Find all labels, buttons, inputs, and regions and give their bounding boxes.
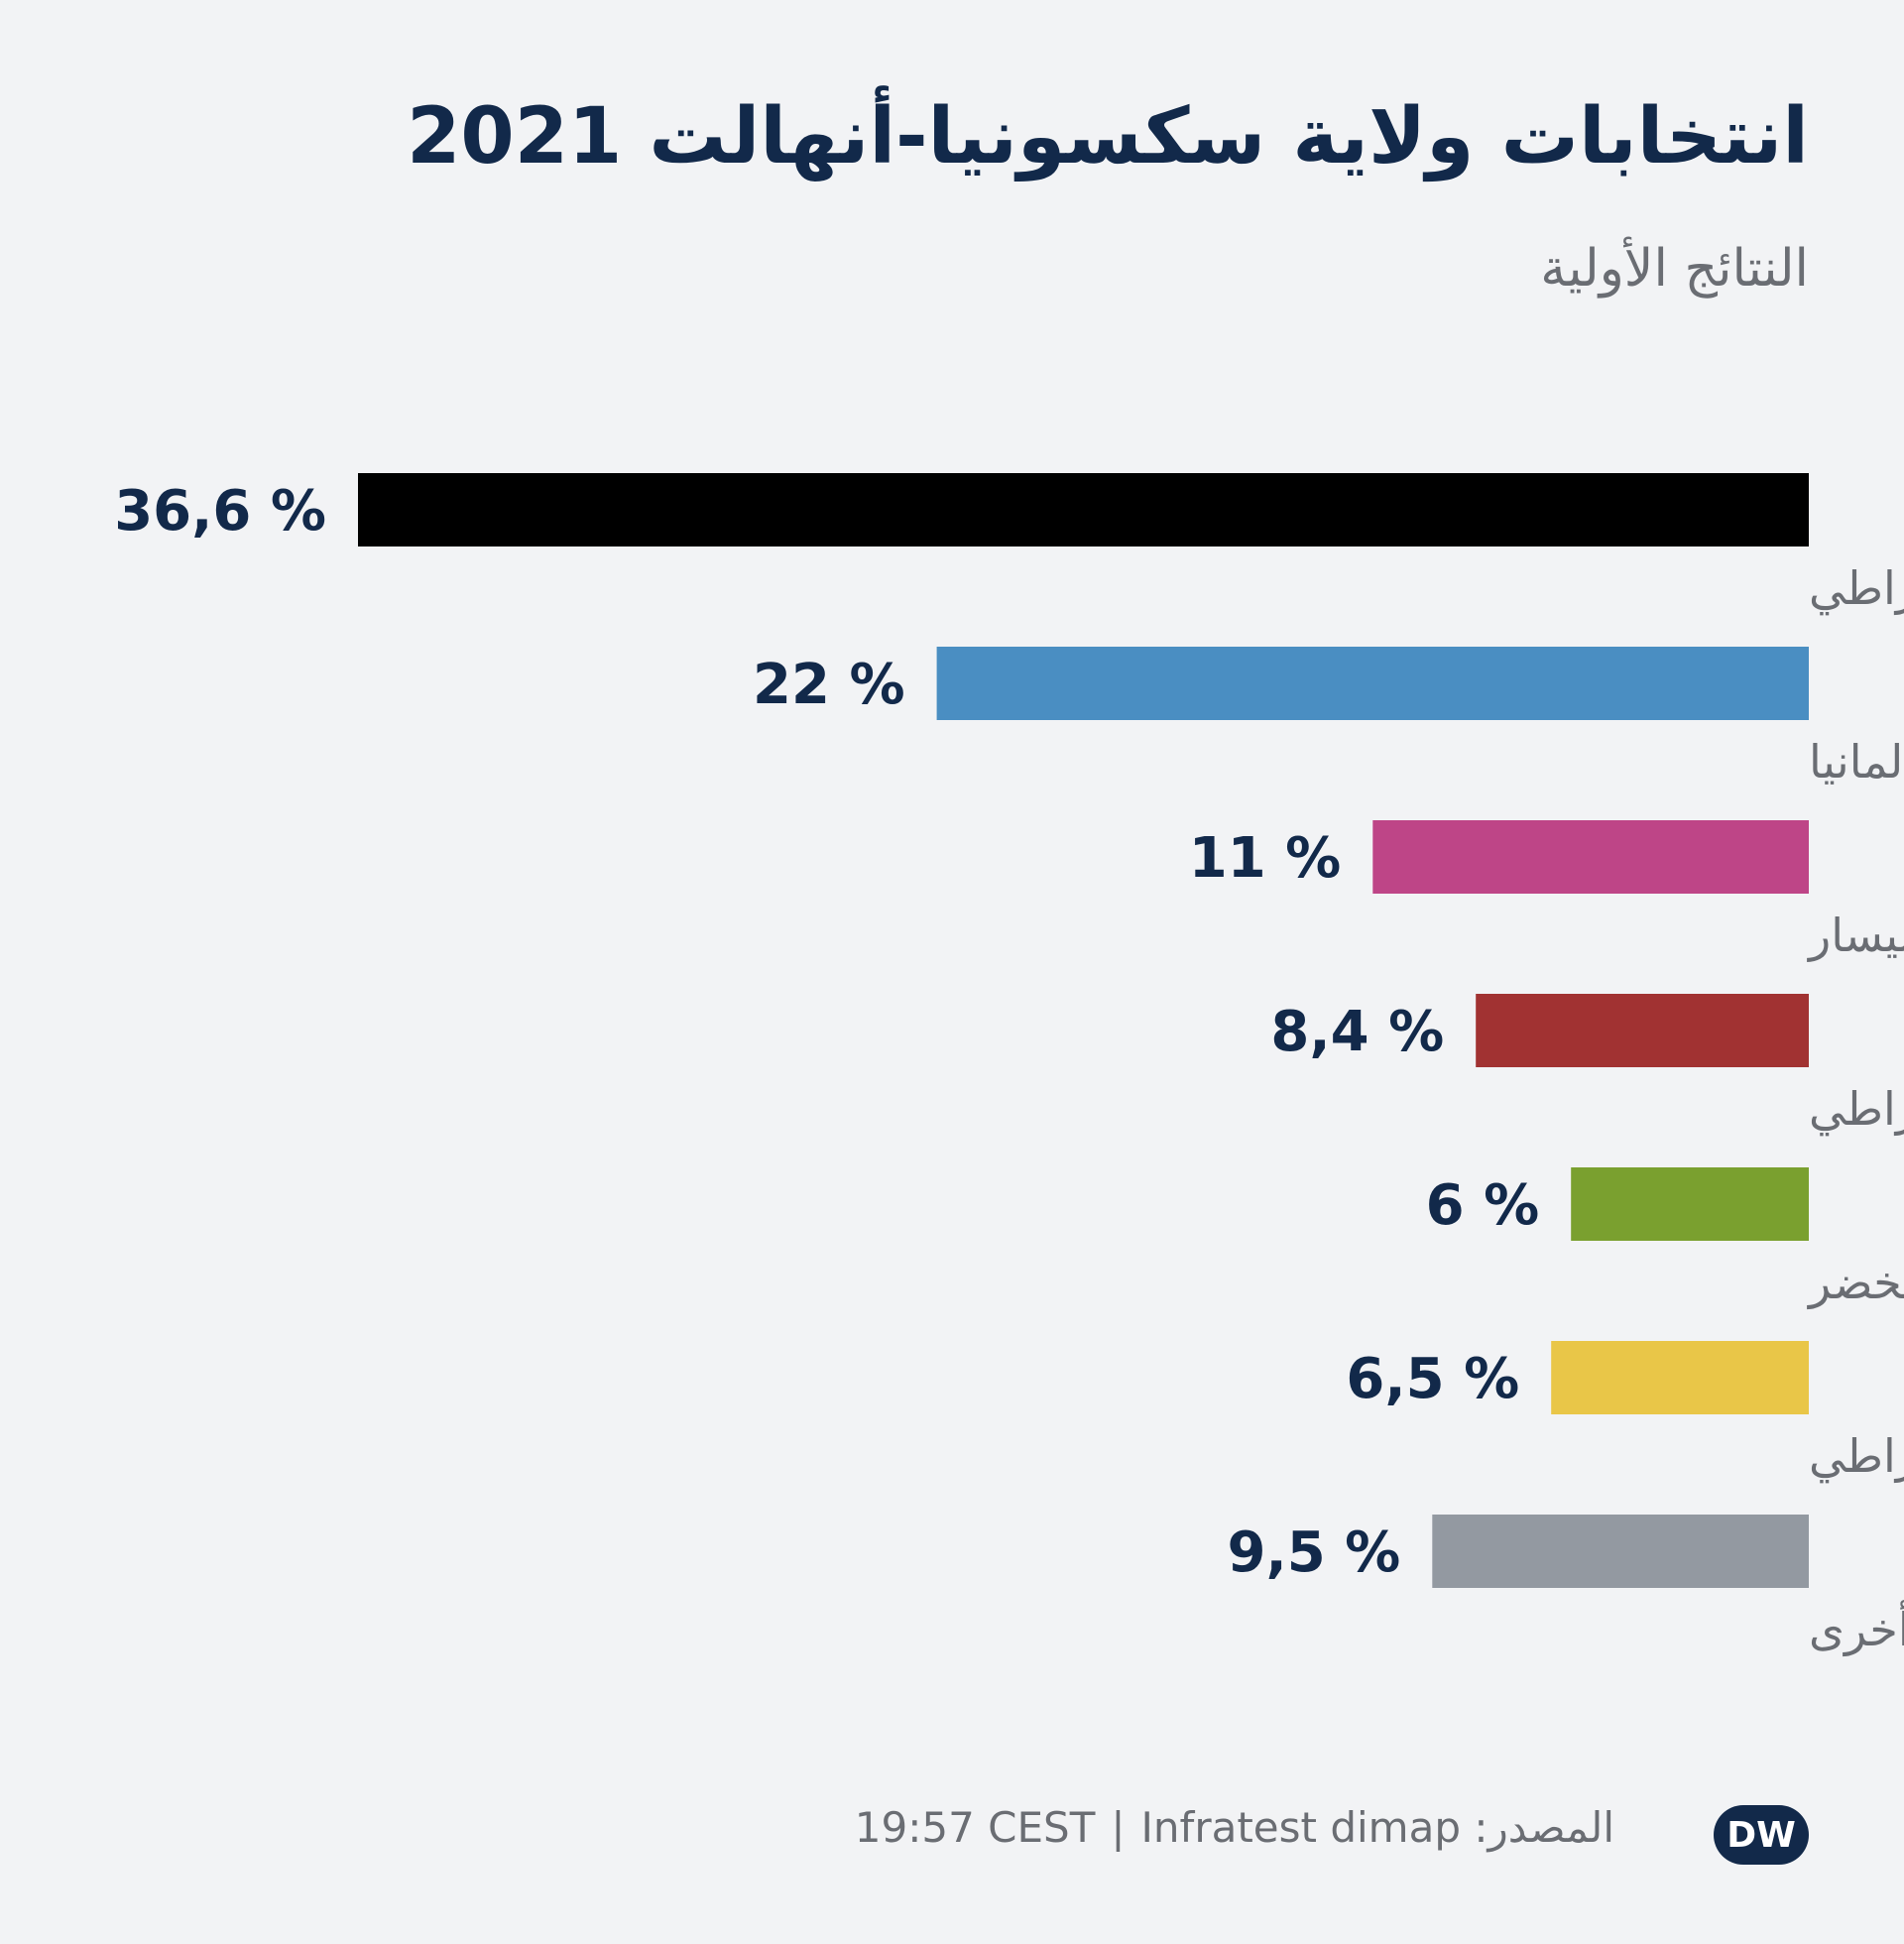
chart-subtitle: النتائج الأولية	[1540, 239, 1809, 299]
category-label-5: الحزب الليبرالي الديمقراطي	[1809, 1429, 1904, 1484]
bar-value-label-6: 9,5 %	[1227, 1520, 1400, 1585]
category-label-3: الحزب الاشتراكي الديمقراطي	[1809, 1082, 1904, 1137]
dw-logo-text: DW	[1726, 1815, 1796, 1856]
category-label-0: الحزب المسيحي الديمقراطي	[1809, 561, 1904, 616]
bar-3	[1476, 994, 1809, 1067]
category-label-2: حزب اليسار	[1807, 909, 1904, 963]
bar-1	[936, 647, 1809, 720]
bar-value-label-1: 22 %	[753, 653, 905, 717]
bar-4	[1571, 1167, 1809, 1241]
footer-separator: |	[1111, 1803, 1126, 1852]
category-label-6: أخرى	[1809, 1600, 1904, 1657]
bar-value-label-4: 6 %	[1426, 1173, 1540, 1238]
dw-logo: DW	[1714, 1805, 1809, 1865]
bar-2	[1372, 820, 1809, 894]
bar-value-label-5: 6,5 %	[1346, 1347, 1519, 1411]
bar-value-label-2: 11 %	[1189, 826, 1342, 891]
footer-source-label: المصدر:	[1474, 1803, 1614, 1852]
category-label-4: الخضر	[1807, 1256, 1904, 1310]
bar-value-label-3: 8,4 %	[1270, 1000, 1444, 1064]
category-label-1: البديل من أجل ألمانيا	[1809, 732, 1904, 790]
footer-time: 19:57 CEST	[854, 1803, 1096, 1852]
bar-5	[1551, 1341, 1809, 1414]
bar-0	[358, 473, 1809, 547]
source-footer: 19:57 CEST | Infratest dimap المصدر:	[855, 1803, 1614, 1852]
chart-title: انتخابات ولاية سكسونيا-أنهالت 2021	[407, 92, 1809, 182]
footer-source-name: Infratest dimap	[1140, 1803, 1461, 1852]
bar-value-label-0: 36,6 %	[114, 479, 326, 544]
bar-6	[1432, 1515, 1809, 1588]
